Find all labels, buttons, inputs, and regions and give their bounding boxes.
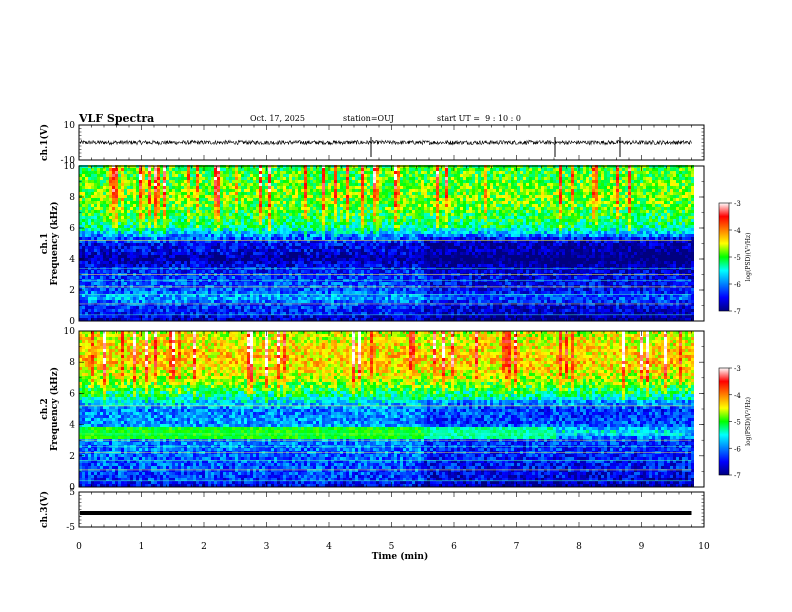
ytick-label: 2	[69, 286, 75, 296]
colorbar	[718, 202, 730, 312]
xtick-label: 3	[264, 542, 270, 552]
ytick-label: 10	[64, 121, 76, 131]
date-label: Oct. 17, 2025	[250, 114, 305, 123]
y-axis-label: ch.2	[40, 398, 50, 419]
xtick-label: 8	[576, 542, 582, 552]
xtick-label: 7	[514, 542, 520, 552]
chart-title: VLF Spectra	[79, 112, 154, 125]
colorbar-label: log(PSD)(V²/Hz)	[745, 397, 752, 446]
ytick-label: 4	[69, 421, 75, 431]
colorbar-tick-label: -5	[734, 419, 741, 427]
xtick-label: 6	[451, 542, 457, 552]
ytick-label: 5	[69, 488, 75, 498]
ytick-label: 0	[69, 317, 75, 327]
xtick-label: 9	[639, 542, 645, 552]
ch2-spectrogram	[79, 331, 694, 487]
y-axis-label: ch.1	[40, 233, 50, 254]
station-label: station=OUJ	[343, 114, 394, 123]
x-axis-label: Time (min)	[372, 551, 429, 562]
panel-frame-3	[78, 491, 705, 528]
ytick-label: 6	[69, 224, 75, 234]
colorbar	[718, 367, 730, 476]
y-axis-label: Frequency (kHz)	[49, 201, 60, 285]
ytick-label: -10	[61, 156, 76, 166]
colorbar-tick-label: -4	[734, 392, 741, 400]
xtick-label: 0	[76, 542, 82, 552]
xtick-label: 2	[201, 542, 207, 552]
ch1-waveform-line	[79, 139, 692, 146]
ytick-label: 8	[69, 358, 75, 368]
ytick-label: 10	[64, 162, 76, 172]
xtick-label: 1	[139, 542, 145, 552]
y-axis-label: ch.3(V)	[39, 491, 50, 528]
colorbar-tick-label: -3	[734, 200, 741, 208]
ytick-label: 10	[64, 327, 76, 337]
colorbar-tick-label: -3	[734, 365, 741, 373]
xtick-label: 5	[389, 542, 395, 552]
ytick-label: 8	[69, 193, 75, 203]
ytick-label: -5	[66, 523, 75, 533]
ytick-label: 6	[69, 389, 75, 399]
colorbar-tick-label: -7	[734, 308, 741, 316]
ytick-label: 0	[69, 483, 75, 493]
y-axis-label: Frequency (kHz)	[49, 367, 60, 451]
y-axis-label: ch.1(V)	[39, 124, 50, 161]
colorbar-tick-label: -6	[734, 281, 741, 289]
colorbar-tick-label: -5	[734, 254, 741, 262]
colorbar-tick-label: -7	[734, 472, 741, 480]
ytick-label: 2	[69, 452, 75, 462]
ytick-label: 4	[69, 255, 75, 265]
colorbar-tick-label: -4	[734, 227, 741, 235]
colorbar-tick-label: -6	[734, 445, 741, 453]
colorbar-label: log(PSD)(V²/Hz)	[745, 233, 752, 282]
start-ut-label: start UT = 9 : 10 : 0	[437, 114, 521, 123]
xtick-label: 10	[698, 542, 710, 552]
ch1-spectrogram	[79, 165, 694, 321]
xtick-label: 4	[326, 542, 332, 552]
